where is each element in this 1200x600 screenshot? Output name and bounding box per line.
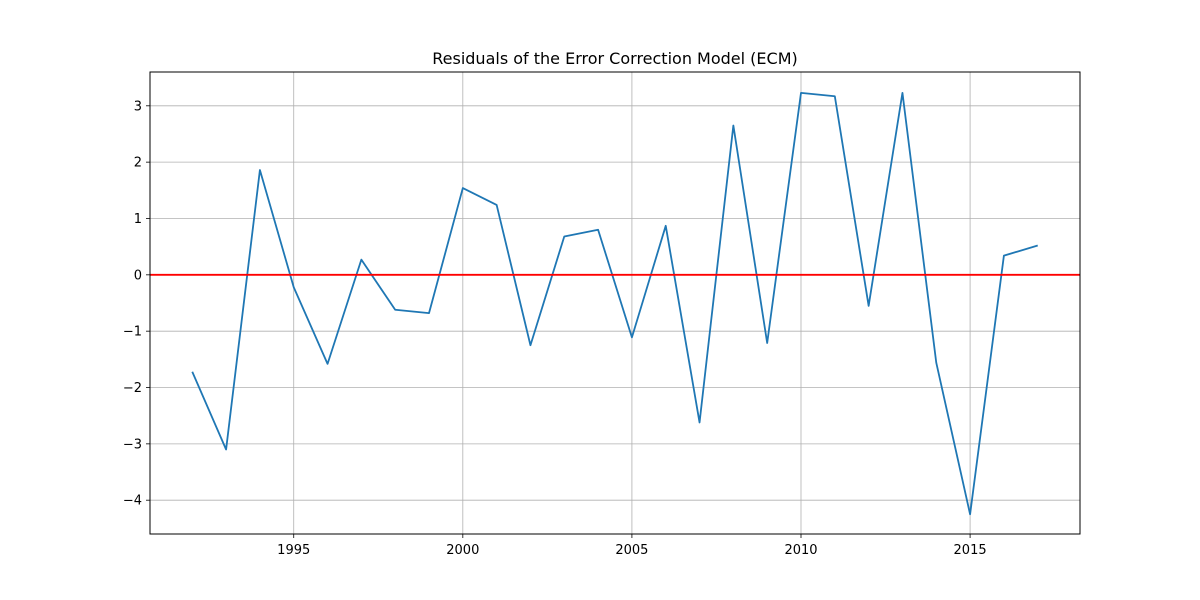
y-tick-label: −1 <box>123 325 142 340</box>
y-tick-label: −2 <box>123 381 142 396</box>
x-tick-label: 2005 <box>615 543 648 558</box>
x-tick-label: 1995 <box>277 543 310 558</box>
x-tick-label: 2015 <box>954 543 987 558</box>
y-tick-label: 2 <box>134 156 142 171</box>
residuals-line <box>191 91 1038 516</box>
x-tick-label: 2000 <box>446 543 479 558</box>
y-tick-label: −4 <box>123 494 142 509</box>
y-tick-label: 3 <box>134 99 142 114</box>
y-axis-ticks: 3 2 1 0 −1 −2 −3 −4 <box>123 99 150 509</box>
y-tick-label: 0 <box>134 268 142 283</box>
y-tick-label: −3 <box>123 437 142 452</box>
chart-title: Residuals of the Error Correction Model … <box>432 49 797 68</box>
x-axis-ticks: 1995 2000 2005 2010 2015 <box>277 534 987 558</box>
plot-frame <box>149 71 1081 535</box>
series-layer <box>191 91 1038 516</box>
grid-lines <box>150 72 1080 534</box>
y-tick-label: 1 <box>134 212 142 227</box>
x-tick-label: 2010 <box>784 543 817 558</box>
